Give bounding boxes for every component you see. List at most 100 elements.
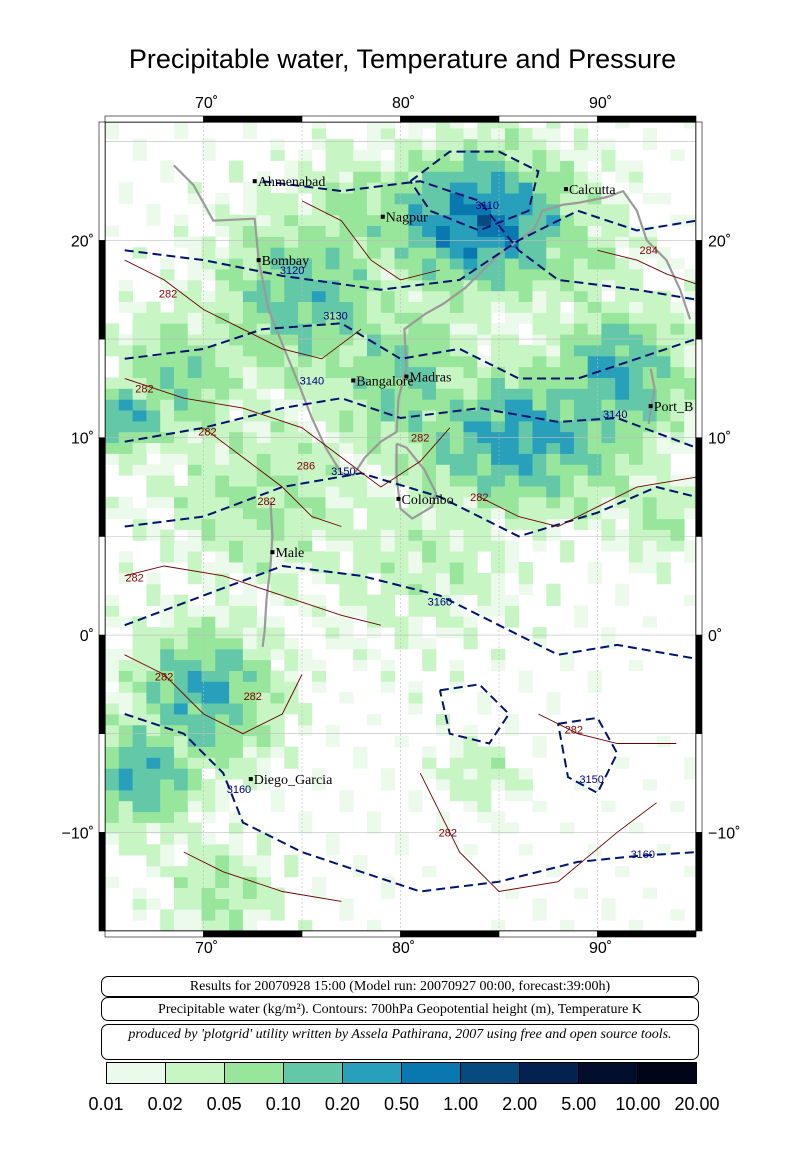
pw-cell bbox=[408, 475, 423, 487]
pw-cell bbox=[242, 616, 258, 628]
pw-cell bbox=[270, 692, 285, 704]
pw-cell bbox=[229, 605, 244, 617]
pw-cell bbox=[367, 822, 382, 834]
pw-cell bbox=[270, 898, 285, 910]
pw-cell bbox=[229, 562, 244, 574]
pw-cell bbox=[408, 203, 423, 216]
pw-cell bbox=[642, 345, 657, 357]
pw-cell bbox=[284, 670, 299, 682]
pw-cell bbox=[353, 279, 368, 292]
pw-cell bbox=[642, 551, 657, 563]
pw-cell bbox=[394, 225, 409, 237]
pw-cell bbox=[546, 203, 561, 216]
pw-cell bbox=[642, 377, 657, 389]
pw-cell bbox=[408, 507, 423, 520]
pw-cell bbox=[284, 594, 299, 606]
pw-cell bbox=[532, 312, 547, 324]
pw-cell bbox=[491, 453, 506, 465]
border-bar-top bbox=[400, 115, 500, 123]
pw-cell bbox=[242, 323, 258, 335]
pw-cell bbox=[394, 627, 409, 639]
pw-cell bbox=[518, 203, 533, 216]
pw-cell bbox=[284, 258, 299, 270]
pw-cell bbox=[615, 366, 630, 378]
pw-cell bbox=[325, 160, 340, 172]
pw-cell bbox=[436, 475, 451, 487]
pw-cell bbox=[477, 800, 492, 813]
pw-cell bbox=[256, 551, 271, 563]
pw-cell bbox=[229, 898, 244, 910]
pw-cell bbox=[229, 236, 244, 248]
pw-cell bbox=[367, 269, 382, 281]
pw-cell bbox=[422, 638, 437, 650]
pw-cell bbox=[146, 768, 161, 780]
pw-cell bbox=[380, 410, 395, 422]
pw-cell bbox=[422, 258, 437, 270]
pw-cell bbox=[256, 779, 271, 791]
pw-cell bbox=[367, 594, 382, 606]
pw-cell bbox=[325, 507, 340, 520]
pw-cell bbox=[436, 301, 451, 313]
pw-cell bbox=[560, 247, 575, 259]
pw-cell bbox=[573, 420, 589, 433]
pw-cell bbox=[532, 258, 547, 270]
pw-cell bbox=[256, 746, 271, 758]
pw-cell bbox=[436, 160, 451, 172]
pw-cell bbox=[242, 605, 258, 617]
temperature-contour-label: 282 bbox=[155, 671, 173, 683]
pw-cell bbox=[105, 779, 120, 791]
pw-cell bbox=[229, 279, 244, 292]
temperature-contour-label: 282 bbox=[198, 427, 216, 439]
pw-cell bbox=[298, 920, 313, 931]
pw-cell bbox=[436, 399, 451, 411]
pw-cell bbox=[118, 844, 133, 856]
border-bar-right bbox=[695, 832, 703, 932]
pw-cell bbox=[491, 540, 506, 552]
pw-cell bbox=[449, 768, 464, 780]
pw-cell bbox=[670, 529, 685, 541]
pw-cell bbox=[587, 301, 602, 313]
pw-cell bbox=[215, 724, 230, 737]
pw-cell bbox=[201, 410, 216, 422]
pw-cell bbox=[463, 779, 478, 791]
pw-cell bbox=[587, 171, 602, 183]
pw-cell bbox=[187, 822, 202, 834]
pw-cell bbox=[491, 779, 506, 791]
pw-cell bbox=[504, 562, 520, 574]
pw-cell bbox=[380, 269, 395, 281]
pw-cell bbox=[463, 149, 478, 161]
pw-cell bbox=[256, 355, 271, 368]
pw-cell bbox=[491, 149, 506, 161]
pw-cell bbox=[436, 464, 451, 476]
pw-cell bbox=[256, 540, 271, 552]
pw-cell bbox=[463, 442, 478, 454]
pw-cell bbox=[146, 410, 161, 422]
pw-cell bbox=[477, 312, 492, 324]
pw-cell bbox=[298, 496, 313, 509]
pw-cell bbox=[518, 149, 533, 161]
pw-cell bbox=[174, 290, 189, 302]
pw-cell bbox=[201, 258, 216, 270]
pw-cell bbox=[491, 529, 506, 541]
pw-cell bbox=[518, 442, 533, 454]
pw-cell bbox=[187, 551, 202, 563]
lat-tick-label-left: −10˚ bbox=[62, 825, 94, 842]
pw-cell bbox=[174, 681, 189, 693]
pw-cell bbox=[215, 562, 230, 574]
pw-cell bbox=[353, 638, 368, 650]
pw-cell bbox=[504, 345, 520, 357]
colorbar-label: 0.50 bbox=[383, 1094, 420, 1114]
pw-cell bbox=[504, 388, 520, 400]
lat-tick-label-right: 10˚ bbox=[708, 431, 731, 448]
pw-cell bbox=[118, 290, 133, 302]
pw-cell bbox=[229, 388, 244, 400]
pw-cell bbox=[477, 225, 492, 237]
pw-cell bbox=[353, 648, 368, 661]
pw-cell bbox=[532, 540, 547, 552]
pw-cell bbox=[298, 486, 313, 498]
pw-cell bbox=[684, 323, 696, 335]
pw-cell bbox=[615, 323, 630, 335]
pw-cell bbox=[408, 681, 423, 693]
pw-cell bbox=[394, 475, 409, 487]
pw-cell bbox=[615, 345, 630, 357]
